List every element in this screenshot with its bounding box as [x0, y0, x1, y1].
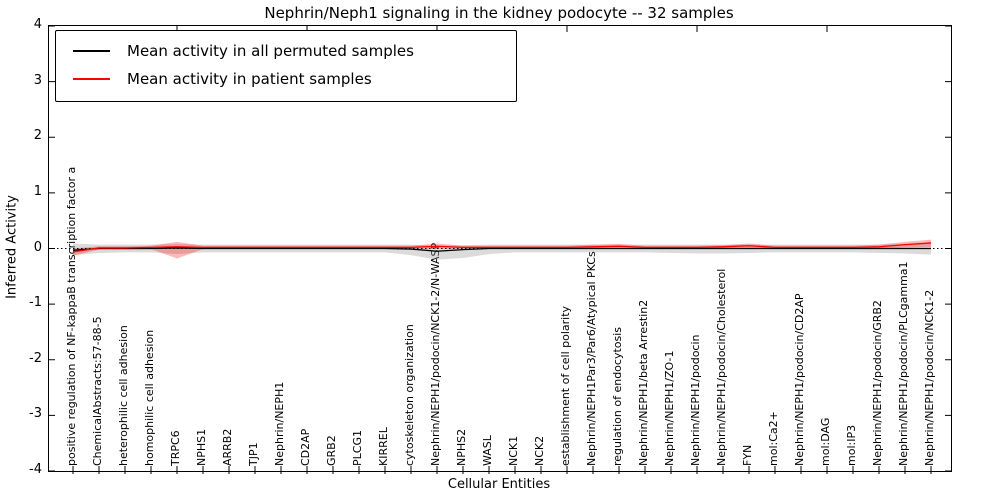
patient-mean-line	[72, 242, 932, 253]
x-axis-label: Cellular Entities	[447, 477, 551, 492]
y-tick-label: 0	[33, 239, 42, 255]
chart-title: Nephrin/Neph1 signaling in the kidney po…	[264, 4, 734, 22]
y-tick-label: -2	[29, 350, 42, 366]
legend-row-permuted: Mean activity in all permuted samples	[56, 37, 516, 65]
chart-canvas	[49, 25, 951, 474]
legend-label-patient: Mean activity in patient samples	[127, 70, 372, 88]
legend-label-permuted: Mean activity in all permuted samples	[127, 42, 414, 60]
y-tick-label: 2	[33, 128, 42, 144]
y-tick-label: -3	[29, 406, 42, 422]
legend-row-patient: Mean activity in patient samples	[56, 65, 516, 93]
permuted-mean-line	[72, 247, 931, 252]
y-tick-label: 1	[33, 183, 42, 199]
y-tick-label: -1	[29, 295, 42, 311]
y-tick-label: 3	[33, 72, 42, 88]
legend: Mean activity in all permuted samples Me…	[55, 30, 517, 102]
permuted-line-swatch	[73, 50, 110, 52]
y-tick-label: -4	[29, 462, 42, 477]
y-tick-label: 4	[33, 17, 42, 32]
patient-line-swatch	[73, 78, 110, 80]
y-axis-label: Inferred Activity	[4, 195, 20, 299]
